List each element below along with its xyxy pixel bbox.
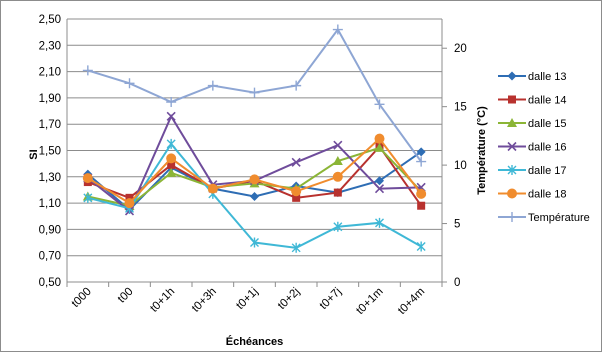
series-dalle-18	[82, 133, 427, 209]
data-point	[374, 142, 385, 152]
x-tick-label: t0+4m	[396, 286, 427, 317]
data-point	[207, 80, 218, 91]
y-tick-label: 2,50	[39, 14, 61, 26]
data-point	[416, 241, 426, 252]
data-point	[249, 87, 260, 98]
data-point	[82, 65, 93, 76]
data-point	[124, 78, 135, 89]
data-point	[291, 186, 302, 197]
legend-marker	[507, 165, 517, 175]
data-point	[333, 140, 343, 150]
data-point	[167, 160, 176, 169]
data-point	[333, 221, 343, 232]
y-axis-title: SI	[28, 149, 40, 159]
data-point	[333, 188, 342, 197]
legend: dalle 13 dalle 14 dalle 15 dalle 16 dalle 17…	[498, 71, 590, 224]
x-axis-title: Échéances	[226, 335, 283, 348]
data-point	[416, 147, 426, 157]
x-tick-label: t00	[116, 286, 136, 306]
x-tick-label: t0+1h	[148, 286, 177, 315]
y-tick-label: 0,70	[39, 251, 61, 263]
data-point	[124, 198, 135, 209]
x-tick-label: t0+2j	[276, 286, 302, 312]
y2-tick-label: 20	[454, 43, 467, 55]
y-tick-label: 1,50	[39, 146, 61, 158]
legend-label: dalle 17	[528, 165, 567, 177]
y-tick-label: 0,90	[39, 224, 61, 236]
legend-marker	[507, 188, 517, 199]
data-point	[125, 193, 134, 202]
data-point	[417, 201, 426, 210]
legend-marker	[508, 95, 516, 104]
legend-marker	[507, 71, 517, 81]
y-tick-label: 2,30	[39, 40, 61, 52]
y-tick-label: 1,30	[39, 172, 61, 184]
data-point	[166, 153, 177, 164]
legend-label: dalle 18	[528, 189, 567, 201]
data-point	[332, 156, 343, 166]
data-point	[207, 183, 218, 194]
data-point	[291, 157, 301, 167]
data-point	[166, 111, 176, 121]
data-point	[292, 193, 301, 202]
data-point	[416, 156, 427, 167]
data-point	[166, 138, 176, 149]
data-point	[416, 188, 427, 199]
data-point	[291, 80, 302, 91]
series-temp-rature	[82, 24, 427, 167]
y2-tick-label: 15	[454, 102, 467, 114]
y2-axis-title: Température (°C)	[476, 106, 488, 195]
legend-marker	[507, 141, 517, 152]
data-point	[374, 133, 385, 144]
y-tick-label: 2,10	[39, 67, 61, 79]
data-point	[332, 171, 343, 182]
legend-label: dalle 13	[528, 71, 567, 83]
x-tick-label: t0+1j	[234, 286, 260, 312]
legend-label: Température	[528, 212, 590, 224]
x-tick-label: t0+3h	[190, 286, 219, 315]
data-point	[291, 242, 301, 253]
data-point	[166, 167, 177, 177]
data-point	[249, 174, 260, 185]
data-point	[250, 192, 259, 202]
x-tick-label: t0+7j	[318, 286, 344, 312]
y-tick-label: 1,10	[39, 198, 61, 210]
y2-tick-label: 0	[454, 277, 460, 289]
legend-marker	[507, 118, 517, 127]
legend-marker	[507, 212, 517, 222]
legend-label: dalle 16	[528, 142, 567, 154]
data-point	[374, 99, 385, 110]
x-tick-label: t0+1m	[354, 286, 385, 317]
data-point	[375, 176, 384, 186]
legend-label: dalle 15	[528, 118, 567, 130]
y-tick-label: 1,70	[39, 119, 61, 131]
data-point	[166, 96, 177, 107]
y-tick-label: 0,50	[39, 277, 61, 289]
x-tick-label: t000	[70, 286, 94, 310]
data-point	[83, 192, 93, 203]
y2-tick-label: 5	[454, 219, 460, 231]
legend-label: dalle 14	[528, 95, 567, 107]
data-point	[374, 184, 385, 194]
data-point	[250, 237, 259, 248]
y-tick-label: 1,90	[39, 93, 61, 105]
data-point	[82, 173, 93, 184]
data-point	[375, 217, 384, 228]
data-point	[332, 24, 343, 35]
y2-tick-label: 10	[454, 160, 467, 172]
